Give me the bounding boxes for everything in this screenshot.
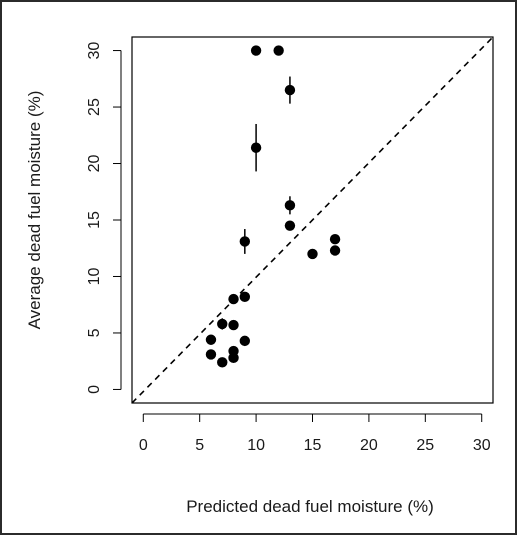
data-point (239, 236, 251, 247)
x-axis: 0 5 10 15 20 25 30 (139, 413, 491, 454)
y-tick-label: 30 (86, 42, 103, 60)
data-point (228, 319, 239, 331)
x-tick-label: 5 (195, 437, 204, 454)
y-tick-label: 10 (86, 267, 103, 285)
y-tick-label: 0 (86, 385, 103, 394)
data-point (250, 142, 262, 153)
data-point (284, 220, 296, 231)
y-axis: 0 5 10 15 20 25 30 (86, 42, 122, 394)
data-point (239, 291, 251, 303)
x-tick-label: 25 (416, 437, 434, 454)
data-point (228, 293, 239, 305)
y-tick-label: 15 (86, 211, 103, 229)
data-point (217, 318, 228, 330)
data-point (273, 45, 284, 56)
x-tick-label: 15 (304, 437, 322, 454)
data-point (284, 200, 296, 211)
y-tick-label: 5 (86, 328, 103, 337)
y-tick-label: 25 (86, 98, 103, 116)
data-point (329, 245, 341, 256)
x-axis-label: Predicted dead fuel moisture (%) (186, 497, 434, 516)
data-point (205, 349, 217, 360)
data-point (239, 335, 251, 347)
plot-box (131, 36, 494, 404)
x-tick-label: 10 (247, 437, 265, 454)
reference-line-layer (131, 36, 494, 404)
data-points (205, 45, 341, 368)
data-point (307, 248, 318, 260)
data-point (250, 45, 262, 56)
one-to-one-line (131, 36, 494, 404)
data-point (217, 357, 228, 368)
data-point (329, 234, 341, 245)
x-tick-label: 0 (139, 437, 148, 454)
y-axis-label: Average dead fuel moisture (%) (25, 91, 44, 330)
x-tick-label: 30 (473, 437, 491, 454)
y-tick-label: 20 (86, 155, 103, 173)
x-tick-label: 20 (360, 437, 378, 454)
data-point (284, 84, 296, 96)
data-point (205, 334, 217, 345)
data-point (228, 352, 239, 364)
